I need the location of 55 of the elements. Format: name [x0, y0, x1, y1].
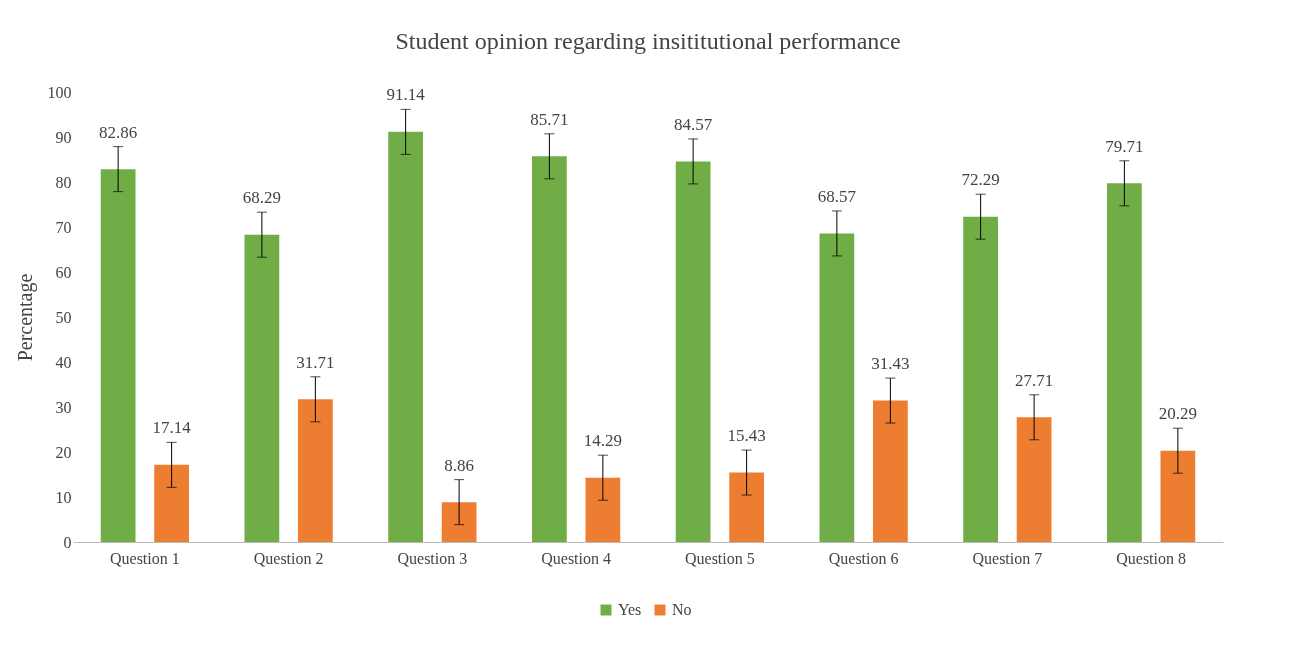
y-tick-label: 30 — [55, 398, 72, 416]
data-label: 20.29 — [1158, 404, 1197, 424]
bar — [819, 233, 855, 542]
data-label: 84.57 — [674, 114, 713, 134]
x-tick-label: Question 8 — [1116, 549, 1187, 567]
bar — [1160, 450, 1196, 542]
x-tick-label: Question 6 — [828, 549, 899, 567]
data-label: 27.71 — [1014, 370, 1054, 390]
legend-label: No — [672, 601, 692, 618]
data-label: 31.43 — [871, 354, 910, 374]
data-label: 14.29 — [583, 431, 622, 451]
data-label: 72.29 — [961, 170, 1000, 190]
y-tick-label: 70 — [55, 218, 72, 236]
bar — [100, 169, 136, 542]
bar — [585, 477, 621, 542]
bar — [963, 216, 999, 542]
data-label: 68.29 — [242, 188, 282, 208]
legend-label: Yes — [618, 601, 642, 618]
x-tick-label: Question 7 — [972, 549, 1043, 567]
data-label: 85.71 — [530, 109, 569, 129]
y-tick-label: 40 — [55, 353, 72, 371]
y-tick-label: 50 — [55, 308, 72, 326]
y-tick-label: 100 — [47, 83, 72, 101]
x-tick-label: Question 4 — [541, 549, 612, 567]
y-tick-label: 60 — [55, 263, 72, 281]
x-tick-label: Question 2 — [253, 549, 324, 567]
data-label: 8.86 — [444, 455, 474, 475]
bar — [244, 234, 280, 542]
y-tick-label: 80 — [55, 173, 72, 191]
x-tick-label: Question 3 — [397, 549, 468, 567]
bar — [388, 131, 424, 542]
data-label: 82.86 — [99, 122, 138, 142]
data-label: 68.57 — [817, 186, 857, 206]
y-tick-label: 90 — [55, 128, 72, 146]
bar — [1107, 183, 1142, 542]
data-label: 31.71 — [296, 352, 335, 372]
bar — [297, 399, 333, 542]
bar — [1016, 417, 1052, 542]
data-label: 17.14 — [152, 418, 192, 438]
y-axis-title: Percentage — [13, 273, 37, 362]
y-tick-label: 0 — [63, 533, 72, 551]
bar — [441, 502, 477, 542]
bar — [729, 472, 764, 542]
bar — [872, 400, 908, 542]
y-tick-label: 10 — [55, 488, 72, 506]
x-tick-label: Question 1 — [109, 549, 180, 567]
data-label: 15.43 — [727, 426, 766, 446]
x-tick-label: Question 5 — [684, 549, 755, 567]
y-tick-label: 20 — [55, 443, 72, 461]
bar — [154, 464, 189, 542]
data-label: 91.14 — [386, 85, 426, 105]
bar — [532, 156, 567, 542]
bar — [675, 161, 711, 542]
data-label: 79.71 — [1105, 136, 1144, 156]
chart-title: Student opinion regarding insititutional performance — [395, 28, 901, 54]
